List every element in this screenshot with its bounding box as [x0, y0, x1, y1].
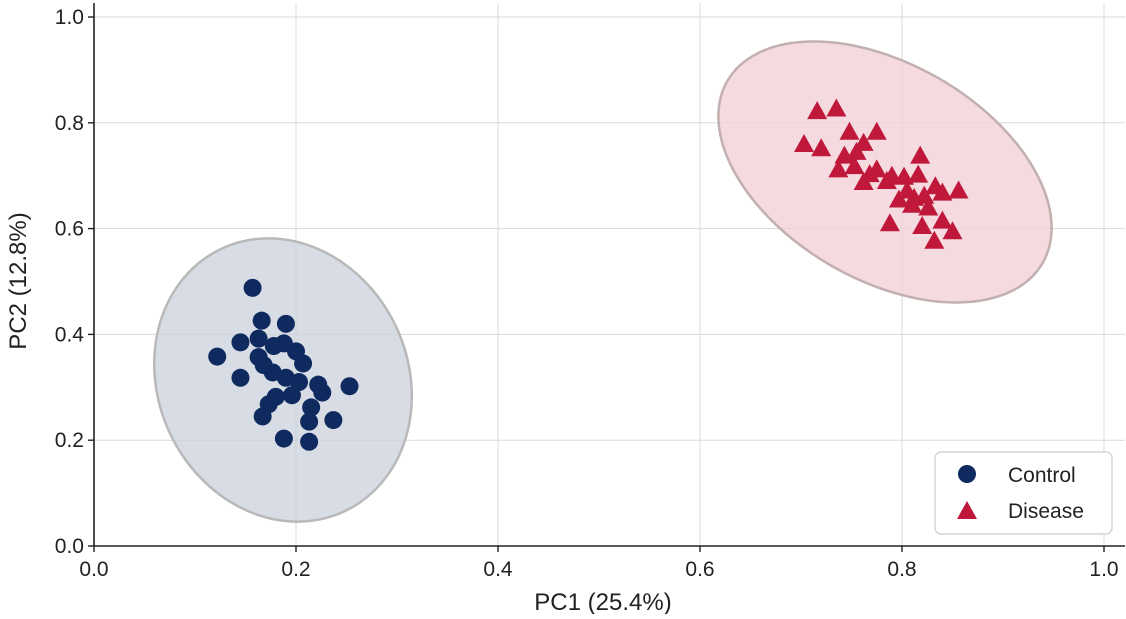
control-point — [274, 429, 293, 448]
disease-point — [839, 121, 860, 140]
disease-point — [794, 133, 815, 152]
axes — [88, 3, 1125, 552]
x-tick-label: 0.8 — [887, 558, 916, 581]
control-point — [208, 347, 227, 366]
disease-point — [932, 210, 953, 229]
disease-ellipse — [717, 40, 1053, 304]
legend-control-label: Control — [1008, 464, 1076, 487]
x-axis-label: PC1 (25.4%) — [534, 589, 671, 614]
control-point — [231, 368, 250, 387]
y-tick-label: 0.8 — [55, 112, 84, 135]
disease-point — [807, 101, 828, 120]
disease-point — [918, 197, 939, 216]
disease-point — [894, 166, 915, 185]
y-tick-label: 1.0 — [55, 6, 84, 29]
control-point — [253, 407, 272, 426]
disease-point — [879, 213, 900, 232]
disease-point — [811, 138, 832, 157]
disease-point — [910, 145, 931, 164]
x-tick-label: 0.0 — [79, 558, 108, 581]
y-tick-label: 0.6 — [55, 218, 84, 241]
control-point — [340, 377, 359, 396]
disease-point — [853, 172, 874, 191]
disease-point — [932, 182, 953, 201]
control-point — [276, 314, 295, 333]
control-point — [243, 278, 262, 297]
legend-disease-label: Disease — [1008, 500, 1084, 523]
disease-point — [826, 98, 847, 117]
control-point — [231, 333, 250, 352]
legend-control-marker — [958, 465, 976, 483]
x-tick-label: 1.0 — [1089, 558, 1118, 581]
disease-point — [924, 230, 945, 249]
series-control — [208, 278, 359, 451]
disease-point — [846, 141, 867, 160]
disease-point — [844, 156, 865, 175]
control-point — [282, 386, 301, 405]
control-point — [302, 398, 321, 417]
disease-point — [908, 164, 929, 183]
disease-point — [876, 170, 897, 189]
control-point — [294, 354, 313, 373]
legend-disease-marker — [957, 501, 977, 519]
disease-point — [828, 159, 849, 178]
disease-point — [942, 221, 963, 240]
y-tick-label: 0.2 — [55, 429, 84, 452]
disease-point — [912, 215, 933, 234]
control-point — [324, 411, 343, 430]
control-point — [252, 311, 271, 330]
control-point — [300, 412, 319, 431]
series-disease — [794, 98, 969, 249]
x-tick-label: 0.6 — [685, 558, 714, 581]
data-points — [208, 98, 969, 451]
disease-point — [897, 180, 918, 199]
x-tick-label: 0.4 — [483, 558, 513, 581]
disease-point — [866, 159, 887, 178]
x-tick-label: 0.2 — [281, 558, 310, 581]
control-point — [290, 373, 309, 392]
legend: Control Disease — [934, 451, 1113, 535]
control-point — [313, 383, 332, 402]
control-point — [300, 432, 319, 451]
disease-point — [866, 121, 887, 140]
disease-point — [948, 180, 969, 199]
tick-labels: 0.0 0.2 0.4 0.6 0.8 1.0 0.0 0.2 0.4 0.6 0.8 1.0 — [55, 6, 1119, 581]
y-tick-label: 0.4 — [55, 323, 85, 346]
control-point — [249, 329, 268, 348]
y-tick-label: 0.0 — [55, 535, 84, 558]
legend-box — [934, 451, 1113, 535]
y-axis-label: PC2 (12.8%) — [5, 212, 32, 349]
